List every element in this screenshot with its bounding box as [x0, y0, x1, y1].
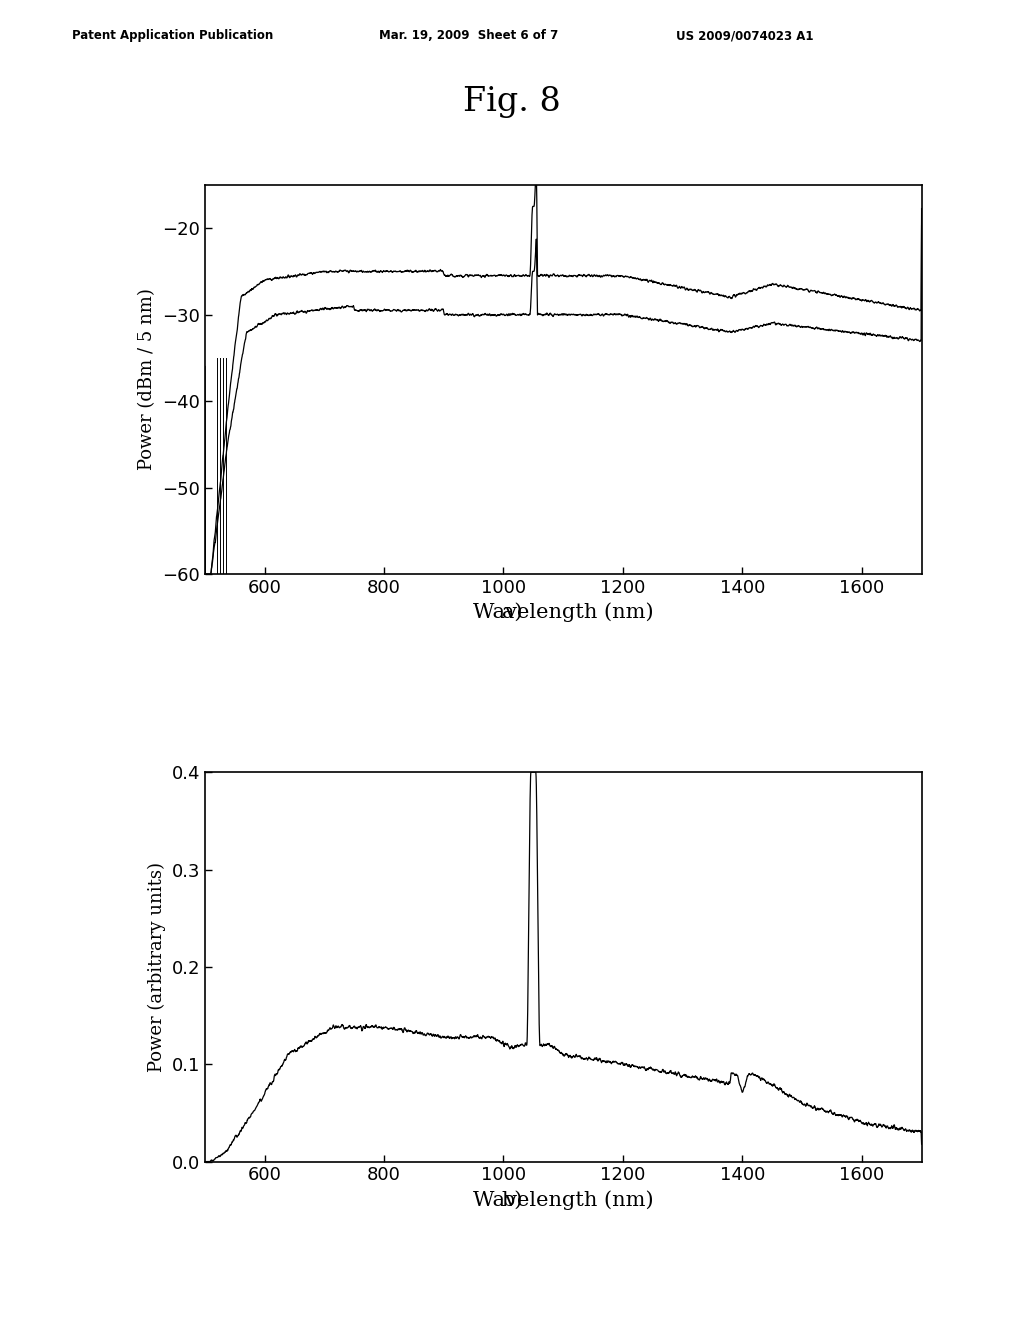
Y-axis label: Power (arbitrary units): Power (arbitrary units) — [147, 862, 166, 1072]
X-axis label: Wavelength (nm): Wavelength (nm) — [473, 1191, 653, 1209]
Text: US 2009/0074023 A1: US 2009/0074023 A1 — [676, 29, 813, 42]
Text: b): b) — [502, 1191, 522, 1209]
Text: a): a) — [502, 603, 522, 622]
Y-axis label: Power (dBm / 5 nm): Power (dBm / 5 nm) — [138, 289, 157, 470]
Text: Mar. 19, 2009  Sheet 6 of 7: Mar. 19, 2009 Sheet 6 of 7 — [379, 29, 558, 42]
Text: Patent Application Publication: Patent Application Publication — [72, 29, 273, 42]
Text: Fig. 8: Fig. 8 — [463, 86, 561, 117]
X-axis label: Wavelength (nm): Wavelength (nm) — [473, 603, 653, 622]
